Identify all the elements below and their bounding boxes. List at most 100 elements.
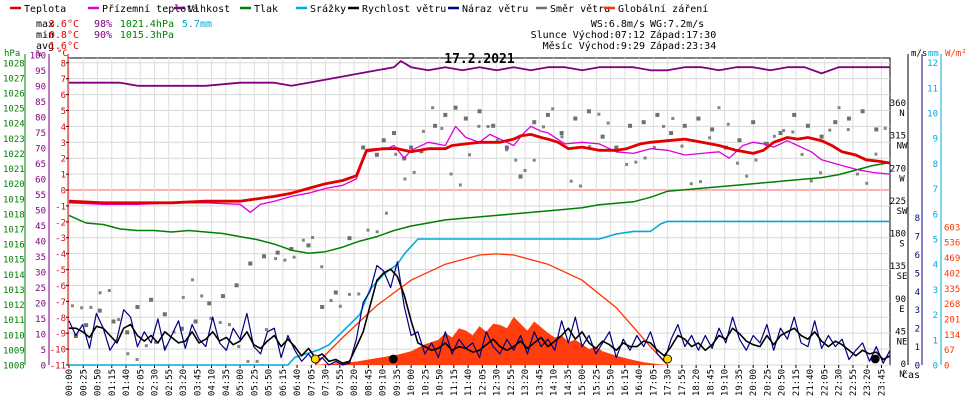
x-tick-label: 17:55 (678, 369, 688, 396)
y-tick-humidity: 30 (35, 268, 46, 278)
y-tick-temperature: 1 (61, 171, 66, 181)
y-tick-radiation: 268 (944, 300, 960, 310)
legend-label: Náraz větru (462, 3, 528, 15)
y-tick-temperature: 4 (61, 123, 66, 133)
x-tick-label: 18:20 (692, 369, 702, 396)
stats-max-temp: 3.6°C (49, 19, 79, 30)
y-tick-humidity: 35 (35, 253, 46, 263)
x-tick-label: 20:00 (749, 369, 759, 396)
chart-title: 17.2.2021 (444, 52, 515, 67)
direction-point (227, 323, 231, 327)
y-tick-radiation: 469 (944, 254, 960, 264)
y-tick-hpa: 1010 (3, 331, 25, 341)
direction-point (283, 258, 287, 262)
y-tick-rain: 9 (933, 135, 938, 145)
y-tick-direction: 135 (890, 262, 906, 272)
y-tick-rain: 2 (933, 311, 938, 321)
direction-point (778, 131, 783, 136)
direction-point (772, 134, 776, 138)
direction-point (514, 158, 518, 162)
y-tick-rain: 5 (933, 236, 938, 246)
y-tick-temperature: -6 (55, 282, 66, 292)
direction-point (698, 180, 702, 184)
direction-point (717, 106, 721, 110)
y-tick-temperature: -10 (50, 346, 66, 356)
y-tick-hpa: 1026 (3, 89, 25, 99)
direction-point (237, 345, 241, 349)
y-tick-temperature: -7 (55, 298, 66, 308)
x-tick-label: 02:30 (151, 369, 161, 396)
y-tick-temperature: 6 (61, 91, 66, 101)
stats-max-pressure: 1021.4hPa (120, 19, 174, 30)
y-tick-rain: 11 (927, 84, 938, 94)
y-tick-hpa: 1024 (3, 120, 25, 130)
y-tick-humidity: 85 (35, 98, 46, 108)
series-pressure (68, 161, 891, 254)
x-tick-label: 20:50 (778, 369, 788, 396)
y-tick-humidity: 20 (35, 299, 46, 309)
y-tick-direction-label: NW (897, 142, 908, 152)
axis-header-rain: mm (928, 49, 939, 59)
x-tick-label: 00:50 (94, 369, 104, 396)
y-tick-temperature: 0 (61, 187, 66, 197)
legend-label: Teplota (24, 4, 66, 15)
info-wg: WG:7.2m/s (650, 19, 704, 30)
y-tick-temperature: -4 (55, 250, 66, 260)
y-tick-radiation: 67 (944, 346, 955, 356)
y-tick-hpa: 1011 (3, 316, 25, 326)
direction-point (409, 145, 414, 150)
direction-point (652, 145, 656, 149)
direction-point (837, 106, 841, 110)
y-tick-hpa: 1016 (3, 241, 25, 251)
y-tick-hpa: 1019 (3, 195, 25, 205)
direction-point (306, 243, 311, 248)
direction-point (374, 152, 379, 157)
direction-point (154, 340, 158, 344)
y-tick-hpa: 1017 (3, 225, 25, 235)
info-sun-set: Západ:17:30 (650, 29, 716, 41)
info-moon-set: Západ:23:34 (650, 40, 716, 52)
stats-min-pressure: 1015.3hPa (120, 30, 174, 41)
y-tick-rain: 10 (927, 110, 938, 120)
y-tick-rain: 0 (933, 362, 938, 372)
x-tick-label: 15:50 (607, 369, 617, 396)
direction-point (669, 131, 674, 136)
y-tick-direction: 90 (895, 295, 906, 305)
x-tick-label: 13:20 (521, 369, 531, 396)
direction-point (486, 125, 490, 129)
y-tick-temperature: 5 (61, 107, 66, 117)
y-tick-humidity: 0 (41, 362, 46, 372)
legend-label: Srážky (310, 3, 346, 15)
info-ws: WS:6.8m/s (591, 19, 645, 30)
stats-avg-label: avg (36, 41, 54, 52)
y-tick-humidity: 40 (35, 237, 46, 247)
y-tick-direction: 0 (901, 360, 906, 370)
direction-point (696, 116, 701, 121)
y-tick-direction-label: E (899, 305, 904, 315)
direction-point (107, 289, 111, 293)
info-sun-rise: Slunce Východ:07:12 (531, 29, 645, 41)
direction-point (261, 254, 266, 259)
direction-point (375, 230, 379, 234)
x-tick-label: 19:35 (735, 369, 745, 396)
x-tick-label: 15:00 (578, 369, 588, 396)
direction-point (569, 179, 573, 183)
series-apparent-temperature (68, 125, 891, 213)
direction-point (218, 320, 222, 324)
x-axis-label: čas (902, 369, 920, 381)
direction-point (833, 120, 838, 125)
y-tick-hpa: 1009 (3, 346, 25, 356)
direction-point (655, 112, 660, 117)
series-wind-speed (69, 268, 891, 364)
y-tick-temperature: -1 (55, 202, 66, 212)
legend-label: Tlak (254, 4, 278, 15)
direction-point (440, 126, 444, 130)
y-tick-rain: 7 (933, 185, 938, 195)
stats-min-label: min (36, 30, 54, 41)
direction-point (394, 152, 398, 156)
y-tick-humidity: 75 (35, 129, 46, 139)
direction-point (453, 105, 458, 110)
direction-point (551, 107, 555, 111)
